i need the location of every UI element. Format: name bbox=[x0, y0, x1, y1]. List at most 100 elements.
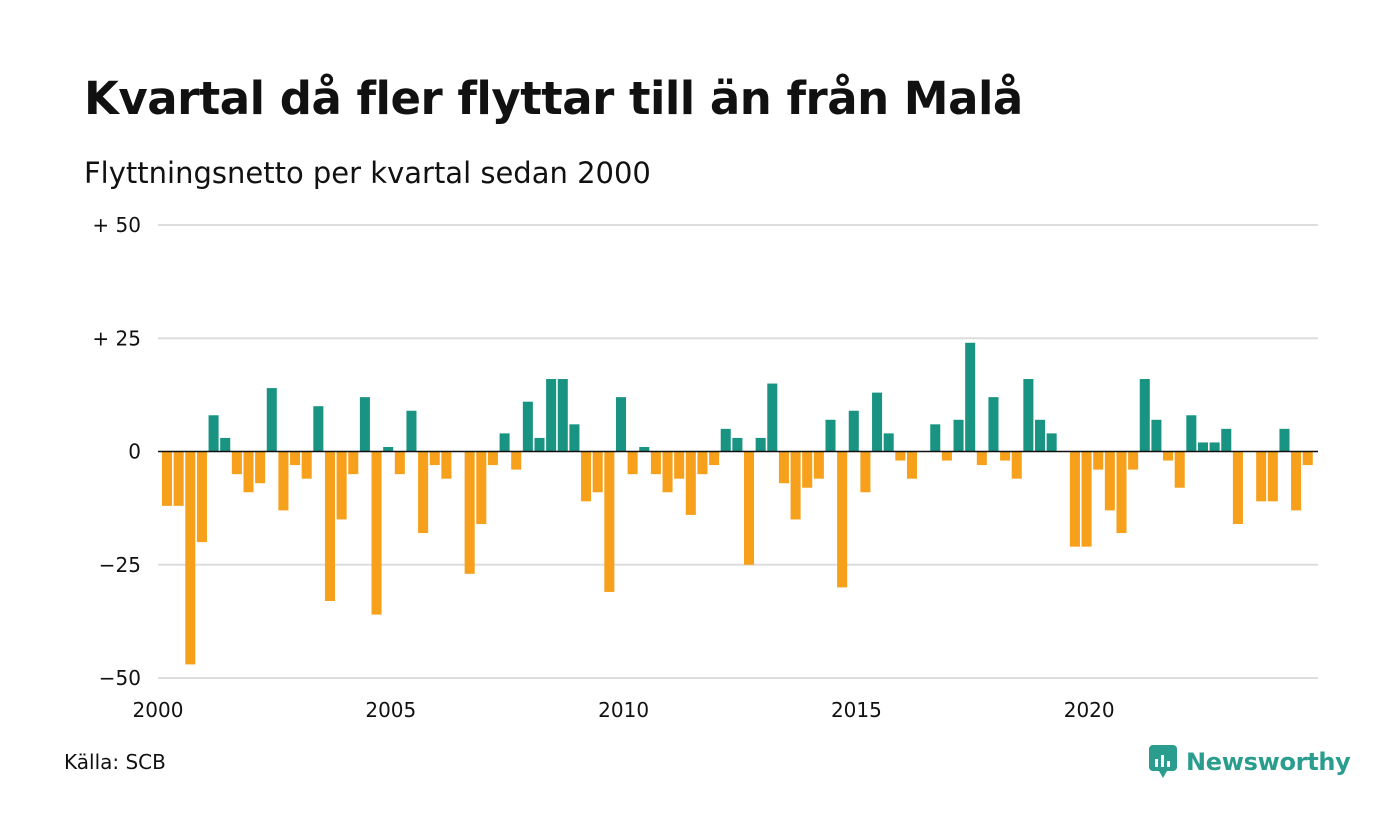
bar bbox=[534, 437, 545, 452]
bar bbox=[709, 451, 720, 466]
bar bbox=[464, 451, 475, 574]
bar bbox=[301, 451, 312, 479]
bar bbox=[650, 451, 661, 475]
bar bbox=[627, 451, 638, 475]
bar bbox=[522, 401, 533, 452]
newsworthy-icon bbox=[1149, 745, 1177, 778]
bar bbox=[1081, 451, 1092, 547]
bar bbox=[394, 451, 405, 475]
bar bbox=[336, 451, 347, 520]
bar bbox=[243, 451, 254, 493]
bar bbox=[162, 451, 173, 506]
bar bbox=[790, 451, 801, 520]
bar bbox=[511, 451, 522, 470]
bar bbox=[965, 342, 976, 452]
bar bbox=[313, 406, 324, 452]
bar bbox=[196, 451, 207, 543]
y-tick-label: + 25 bbox=[92, 326, 141, 350]
bar bbox=[953, 419, 964, 452]
bar bbox=[906, 451, 917, 479]
bar bbox=[930, 424, 941, 452]
bar bbox=[173, 451, 184, 506]
bar bbox=[1116, 451, 1127, 534]
x-tick-label: 2015 bbox=[831, 698, 882, 722]
bar bbox=[1221, 428, 1232, 452]
bar bbox=[662, 451, 673, 493]
bar bbox=[208, 415, 219, 452]
y-axis-labels: + 50 + 25 0 −25 −50 bbox=[92, 213, 141, 690]
x-tick-label: 2000 bbox=[133, 698, 184, 722]
bar bbox=[231, 451, 242, 475]
bar bbox=[1035, 419, 1046, 452]
bar bbox=[1023, 379, 1034, 452]
bar bbox=[1256, 451, 1267, 502]
bar bbox=[324, 451, 335, 601]
bar bbox=[1209, 442, 1220, 452]
bar bbox=[639, 446, 650, 452]
y-tick-label: −25 bbox=[99, 553, 141, 577]
bar bbox=[1128, 451, 1139, 470]
bar bbox=[1069, 451, 1080, 547]
bar bbox=[581, 451, 592, 502]
bar bbox=[872, 392, 883, 452]
chart-title: Kvartal då fler flyttar till än från Mal… bbox=[84, 72, 1023, 125]
newsworthy-logo: Newsworthy bbox=[1148, 743, 1351, 781]
bar bbox=[1093, 451, 1104, 470]
bar bbox=[383, 446, 394, 452]
bar bbox=[685, 451, 696, 515]
bar bbox=[1302, 451, 1313, 466]
bar bbox=[778, 451, 789, 484]
bar bbox=[220, 437, 231, 452]
bar bbox=[557, 379, 568, 452]
x-axis-labels: 2000 2005 2010 2015 2020 bbox=[133, 698, 1115, 722]
bar bbox=[837, 451, 848, 588]
bar bbox=[848, 410, 859, 452]
bars bbox=[162, 342, 1313, 665]
bar bbox=[883, 433, 894, 452]
bar bbox=[732, 437, 743, 452]
brand-name: Newsworthy bbox=[1186, 748, 1351, 776]
bar-chart: + 50 + 25 0 −25 −50 2000 2005 2010 2015 2020 bbox=[92, 213, 1318, 722]
bar bbox=[1291, 451, 1302, 511]
bar bbox=[767, 383, 778, 452]
bar bbox=[441, 451, 452, 479]
bar bbox=[1163, 451, 1174, 461]
x-tick-label: 2010 bbox=[598, 698, 649, 722]
bar bbox=[1197, 442, 1208, 452]
bar bbox=[802, 451, 813, 488]
bar bbox=[359, 397, 370, 452]
bar bbox=[1232, 451, 1243, 524]
bar bbox=[895, 451, 906, 461]
bar bbox=[429, 451, 440, 466]
bar bbox=[1279, 428, 1290, 452]
bar bbox=[1186, 415, 1197, 452]
bar bbox=[406, 410, 417, 452]
bar bbox=[860, 451, 871, 493]
source-note: Källa: SCB bbox=[64, 750, 166, 774]
bar bbox=[499, 433, 510, 452]
y-tick-label: + 50 bbox=[92, 213, 141, 237]
x-tick-label: 2020 bbox=[1064, 698, 1115, 722]
bar bbox=[255, 451, 266, 484]
bar bbox=[755, 437, 766, 452]
grid-lines bbox=[158, 224, 1318, 679]
y-tick-label: 0 bbox=[128, 440, 141, 464]
chart-subtitle: Flyttningsnetto per kvartal sedan 2000 bbox=[84, 156, 651, 190]
bar bbox=[185, 451, 196, 665]
bar bbox=[266, 388, 277, 452]
bar bbox=[1267, 451, 1278, 502]
bar bbox=[697, 451, 708, 475]
bar bbox=[1139, 379, 1150, 452]
bar bbox=[348, 451, 359, 475]
bar bbox=[1151, 419, 1162, 452]
bar bbox=[569, 424, 580, 452]
bar bbox=[825, 419, 836, 452]
bar bbox=[278, 451, 289, 511]
bar bbox=[988, 397, 999, 452]
bar bbox=[371, 451, 382, 615]
bar bbox=[1174, 451, 1185, 488]
bar bbox=[813, 451, 824, 479]
y-tick-label: −50 bbox=[99, 666, 141, 690]
bar bbox=[615, 397, 626, 452]
bar bbox=[290, 451, 301, 466]
